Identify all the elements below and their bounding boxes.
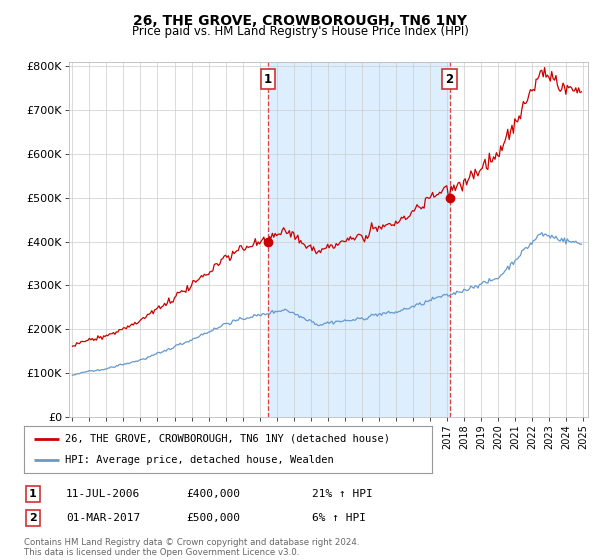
Text: 21% ↑ HPI: 21% ↑ HPI [312,489,373,499]
Text: £400,000: £400,000 [186,489,240,499]
Text: 11-JUL-2006: 11-JUL-2006 [66,489,140,499]
Text: 2: 2 [446,73,454,86]
Text: Price paid vs. HM Land Registry's House Price Index (HPI): Price paid vs. HM Land Registry's House … [131,25,469,38]
Text: 1: 1 [29,489,37,499]
Text: Contains HM Land Registry data © Crown copyright and database right 2024.
This d: Contains HM Land Registry data © Crown c… [24,538,359,557]
Text: 26, THE GROVE, CROWBOROUGH, TN6 1NY (detached house): 26, THE GROVE, CROWBOROUGH, TN6 1NY (det… [65,434,390,444]
Text: £500,000: £500,000 [186,513,240,523]
Text: 2: 2 [29,513,37,523]
Text: 1: 1 [264,73,272,86]
Text: 26, THE GROVE, CROWBOROUGH, TN6 1NY: 26, THE GROVE, CROWBOROUGH, TN6 1NY [133,14,467,28]
Bar [268,62,449,417]
Text: HPI: Average price, detached house, Wealden: HPI: Average price, detached house, Weal… [65,455,334,465]
Text: 6% ↑ HPI: 6% ↑ HPI [312,513,366,523]
Text: 01-MAR-2017: 01-MAR-2017 [66,513,140,523]
